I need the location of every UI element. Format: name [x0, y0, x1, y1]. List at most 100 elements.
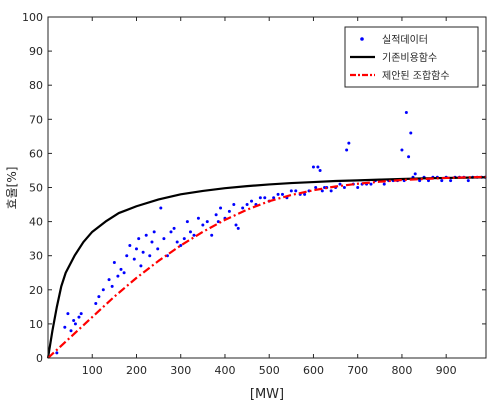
- data-point: [162, 237, 166, 241]
- data-point: [132, 257, 136, 261]
- series-layer: [46, 110, 487, 359]
- data-point: [137, 237, 141, 241]
- baseline-function-line: [46, 176, 487, 359]
- data-point: [148, 254, 152, 258]
- data-point: [101, 288, 105, 292]
- y-tick-label: 0: [36, 352, 43, 365]
- data-point: [69, 329, 73, 333]
- data-point: [413, 172, 417, 176]
- data-point: [369, 182, 373, 186]
- legend-item: 실적데이터: [360, 34, 428, 46]
- y-tick-label: 10: [29, 318, 43, 331]
- data-point: [182, 237, 186, 241]
- x-tick-label: 900: [436, 364, 457, 377]
- legend-item: 제안된 조합함수: [350, 70, 450, 82]
- x-tick-label: 500: [259, 364, 280, 377]
- x-tick-label: 400: [214, 364, 235, 377]
- data-point: [110, 284, 114, 288]
- data-point: [112, 261, 116, 265]
- data-point: [303, 192, 307, 196]
- data-point: [201, 223, 205, 227]
- data-point: [250, 199, 254, 203]
- data-point: [214, 213, 218, 217]
- legend-label: 실적데이터: [382, 34, 428, 46]
- data-point: [294, 189, 298, 193]
- data-point: [314, 186, 318, 189]
- data-point: [241, 206, 245, 210]
- data-point: [192, 233, 196, 237]
- data-point: [175, 240, 179, 244]
- y-tick-label: 30: [29, 250, 43, 263]
- data-point: [139, 264, 143, 268]
- data-point: [179, 243, 183, 247]
- data-point: [382, 182, 386, 186]
- data-point: [320, 189, 324, 193]
- data-point: [418, 179, 422, 183]
- y-tick-label: 60: [29, 147, 43, 160]
- data-point: [404, 110, 408, 114]
- data-point: [172, 226, 176, 230]
- y-tick-label: 40: [29, 216, 43, 229]
- data-point: [63, 325, 67, 329]
- data-point: [125, 254, 129, 258]
- y-tick-label: 100: [22, 11, 43, 24]
- proposed-function-line: [47, 175, 487, 359]
- data-point: [55, 351, 59, 355]
- data-point: [116, 274, 120, 278]
- data-point: [245, 203, 249, 207]
- x-tick-label: 800: [391, 364, 412, 377]
- legend-item: 기존비용함수: [350, 52, 437, 64]
- data-point: [219, 206, 223, 210]
- data-point: [227, 209, 231, 213]
- data-point: [236, 226, 240, 230]
- data-point: [466, 179, 470, 183]
- data-point: [134, 247, 138, 251]
- data-point: [280, 192, 284, 196]
- data-point: [409, 131, 413, 135]
- data-point: [152, 230, 156, 234]
- data-point: [150, 240, 154, 244]
- x-tick-label: 300: [170, 364, 191, 377]
- data-point: [159, 206, 163, 210]
- data-point: [272, 196, 276, 200]
- data-point: [144, 233, 148, 237]
- data-point: [276, 192, 280, 196]
- legend-marker: [360, 37, 364, 41]
- legend-label: 기존비용함수: [382, 52, 437, 64]
- x-tick-label: 600: [303, 364, 324, 377]
- y-tick-label: 70: [29, 113, 43, 126]
- data-point: [79, 312, 83, 316]
- data-point: [94, 301, 98, 305]
- data-point: [122, 271, 126, 275]
- data-point: [72, 318, 76, 322]
- data-point: [128, 243, 132, 247]
- data-point: [141, 250, 145, 254]
- data-point: [316, 165, 320, 169]
- legend-label: 제안된 조합함수: [382, 70, 450, 82]
- x-axis-label: [MW]: [250, 387, 284, 402]
- axes-layer: 100 200 300 400 500 600 700 800 900 0 10 20 30 40 50 60…: [22, 11, 487, 377]
- data-point: [205, 220, 209, 224]
- data-point: [107, 278, 111, 282]
- data-point: [289, 189, 293, 193]
- data-point: [73, 322, 77, 326]
- y-tick-label: 80: [29, 79, 43, 92]
- y-tick-label: 90: [29, 45, 43, 58]
- data-point: [210, 233, 214, 237]
- data-point: [188, 230, 192, 234]
- data-point: [77, 315, 81, 319]
- data-point: [449, 179, 453, 183]
- data-point: [342, 186, 346, 189]
- data-point: [318, 168, 322, 172]
- data-point: [258, 196, 262, 200]
- data-point: [347, 141, 351, 145]
- data-point: [400, 148, 404, 152]
- y-tick-label: 20: [29, 284, 43, 297]
- data-point: [119, 267, 123, 271]
- data-point: [440, 179, 444, 183]
- data-point: [338, 182, 342, 186]
- x-tick-label: 100: [82, 364, 103, 377]
